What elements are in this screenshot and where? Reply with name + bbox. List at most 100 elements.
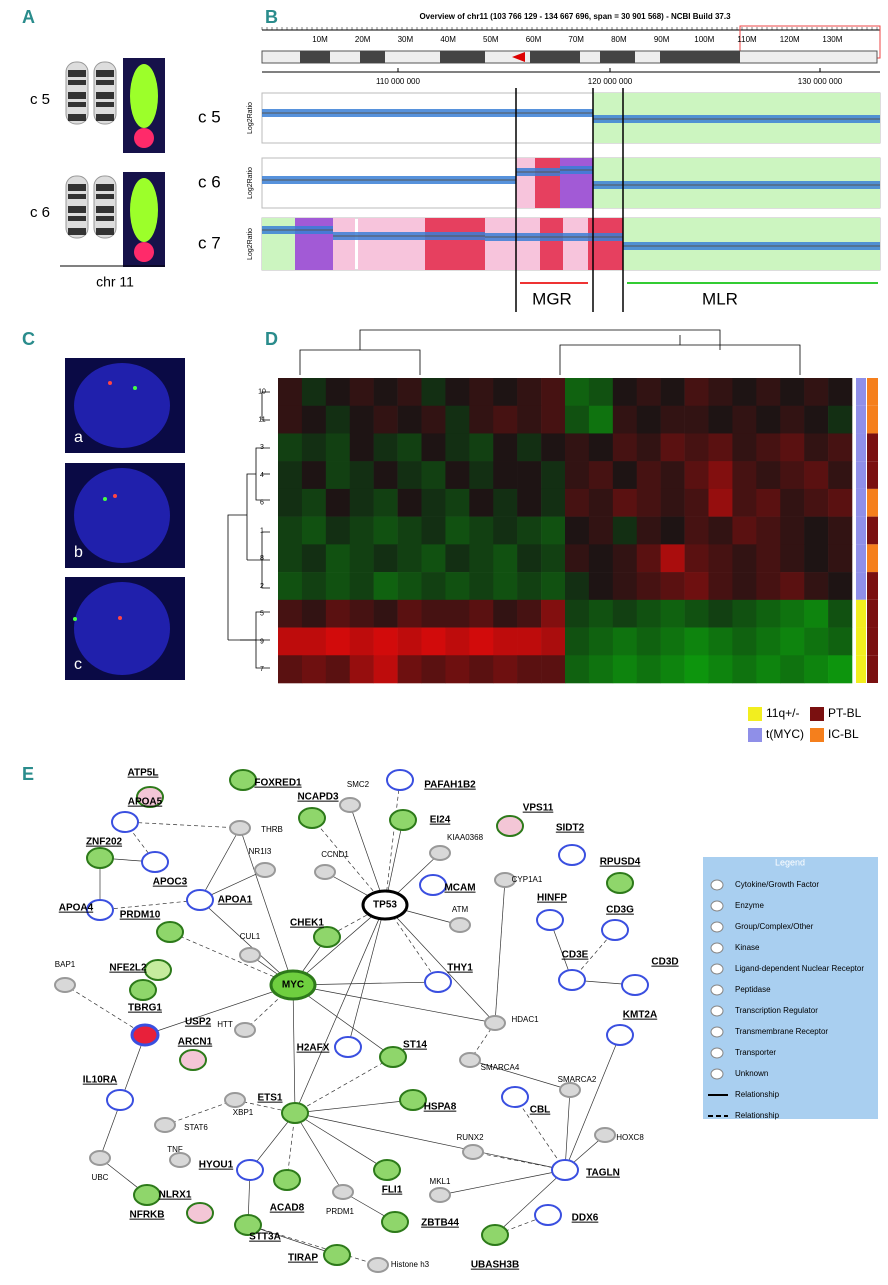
heatmap-cell: [349, 378, 374, 407]
cn-region: [333, 218, 355, 270]
heatmap-cell: [278, 433, 303, 462]
chromosome-band: [96, 102, 114, 107]
axis-label: chr 11: [96, 274, 134, 290]
tick-label: 60M: [526, 35, 542, 44]
heatmap-cell: [278, 627, 303, 656]
cn-region: [358, 218, 425, 270]
legend-icon: [710, 900, 724, 912]
heatmap-cell: [732, 627, 757, 656]
chromosome-band: [68, 228, 86, 235]
heatmap-cell: [708, 599, 733, 628]
network-node: [156, 921, 184, 943]
node-label: ARCN1: [178, 1037, 213, 1048]
subtype-bar: [867, 488, 878, 517]
cn-region: [485, 218, 540, 270]
node-label: VPS11: [523, 803, 554, 814]
legend-label: Ligand-dependent Nuclear Receptor: [735, 964, 864, 973]
heatmap-cell: [804, 488, 829, 517]
network-node: [154, 1117, 176, 1133]
dendrogram: [261, 391, 270, 420]
heatmap-cell: [421, 516, 446, 545]
heatmap-cell: [325, 655, 351, 684]
heatmap-cell: [397, 627, 422, 656]
heatmap-cell: [612, 378, 638, 407]
edge: [472, 1151, 566, 1171]
genotype-bar: [856, 599, 866, 628]
heatmap-cell: [349, 655, 374, 684]
panel-label: C: [22, 329, 35, 349]
network-node: [136, 786, 164, 808]
network-node: [339, 797, 361, 813]
genotype-bar: [856, 572, 866, 600]
network-node: [558, 969, 586, 991]
row-label: 1: [260, 527, 264, 534]
nucleus: [74, 363, 170, 448]
heatmap-cell: [828, 461, 853, 490]
cn-region: [295, 218, 333, 270]
heatmap-cell: [517, 572, 542, 601]
heatmap-cell: [301, 378, 327, 407]
node-label: CUL1: [240, 932, 261, 941]
edge: [384, 904, 496, 1024]
heatmap-cell: [278, 599, 303, 628]
network-node: [229, 820, 251, 836]
chromosome-band: [68, 80, 86, 85]
heatmap-cell: [612, 516, 638, 545]
edge: [286, 1112, 296, 1181]
heatmap-cell: [804, 599, 829, 628]
heatmap-cell: [684, 544, 709, 573]
heatmap-cell: [708, 627, 733, 656]
ideogram-band: [360, 51, 385, 63]
edge: [349, 804, 386, 906]
node-label: STAT6: [184, 1123, 208, 1132]
heatmap-cell: [349, 433, 374, 462]
heatmap-cell: [469, 405, 494, 434]
heatmap-cell: [517, 544, 542, 573]
heatmap-cell: [636, 599, 661, 628]
heatmap-cell: [349, 405, 374, 434]
network-node: [334, 1036, 362, 1058]
heatmap-cell: [325, 516, 351, 545]
heatmap-cell: [684, 516, 709, 545]
heatmap-cell: [541, 488, 566, 517]
axis-label: Log2Ratio: [247, 102, 254, 134]
network-node: [224, 1092, 246, 1108]
network-node: [386, 769, 414, 791]
network-node: [332, 1184, 354, 1200]
network-node: [86, 899, 114, 921]
heatmap-cell: [278, 544, 303, 573]
heatmap-cell: [612, 433, 638, 462]
node-label: UBASH3B: [471, 1260, 519, 1271]
heatmap-cell: [301, 461, 327, 490]
node-label: TNF: [167, 1145, 183, 1154]
legend-icon: [710, 942, 724, 954]
heatmap-cell: [660, 405, 685, 434]
cn-region: [262, 218, 295, 270]
heatmap-cell: [517, 627, 542, 656]
heatmap-cell: [445, 488, 470, 517]
network-node: [606, 872, 634, 894]
heatmap-cell: [541, 599, 566, 628]
heatmap-cell: [325, 378, 351, 407]
subtype-bar: [867, 433, 878, 462]
chromosome-band: [68, 92, 86, 99]
network-node: [89, 1150, 111, 1166]
heatmap-cell: [565, 544, 590, 573]
network-node: [298, 807, 326, 829]
heatmap-cell: [349, 627, 374, 656]
heatmap-cell: [828, 572, 853, 601]
heatmap-cell: [541, 572, 566, 601]
image-label: a: [74, 429, 83, 446]
edge: [249, 1112, 296, 1171]
fish-signal: [134, 128, 154, 148]
network-node: [273, 1169, 301, 1191]
network-node: [254, 862, 276, 878]
heatmap-cell: [301, 488, 327, 517]
heatmap-cell: [828, 433, 853, 462]
heatmap-cell: [541, 655, 566, 684]
heatmap-cell: [373, 433, 398, 462]
heatmap-cell: [780, 627, 805, 656]
heatmap-cell: [421, 461, 446, 490]
heatmap-cell: [301, 599, 327, 628]
heatmap-cell: [517, 405, 542, 434]
